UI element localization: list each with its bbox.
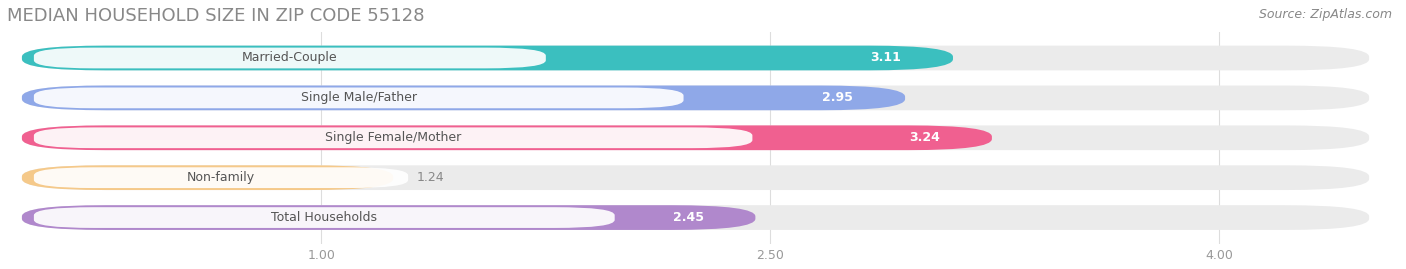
Text: Single Female/Mother: Single Female/Mother xyxy=(325,131,461,144)
FancyBboxPatch shape xyxy=(22,125,991,150)
FancyBboxPatch shape xyxy=(786,87,890,109)
Text: Source: ZipAtlas.com: Source: ZipAtlas.com xyxy=(1258,8,1392,21)
Text: Non-family: Non-family xyxy=(187,171,254,184)
FancyBboxPatch shape xyxy=(636,207,741,228)
Text: 1.24: 1.24 xyxy=(418,171,444,184)
FancyBboxPatch shape xyxy=(834,47,938,69)
Text: Total Households: Total Households xyxy=(271,211,377,224)
FancyBboxPatch shape xyxy=(22,86,1369,110)
FancyBboxPatch shape xyxy=(22,46,1369,70)
Text: 3.11: 3.11 xyxy=(870,51,901,65)
Text: 2.45: 2.45 xyxy=(672,211,703,224)
FancyBboxPatch shape xyxy=(34,87,683,108)
FancyBboxPatch shape xyxy=(34,128,752,148)
FancyBboxPatch shape xyxy=(22,165,1369,190)
Text: Single Male/Father: Single Male/Father xyxy=(301,91,416,104)
FancyBboxPatch shape xyxy=(34,48,546,68)
Text: Married-Couple: Married-Couple xyxy=(242,51,337,65)
Text: 3.24: 3.24 xyxy=(910,131,941,144)
FancyBboxPatch shape xyxy=(22,86,905,110)
FancyBboxPatch shape xyxy=(22,165,394,190)
Text: 2.95: 2.95 xyxy=(823,91,853,104)
FancyBboxPatch shape xyxy=(22,125,1369,150)
FancyBboxPatch shape xyxy=(34,207,614,228)
FancyBboxPatch shape xyxy=(22,205,1369,230)
Text: MEDIAN HOUSEHOLD SIZE IN ZIP CODE 55128: MEDIAN HOUSEHOLD SIZE IN ZIP CODE 55128 xyxy=(7,7,425,25)
FancyBboxPatch shape xyxy=(22,46,953,70)
FancyBboxPatch shape xyxy=(34,167,408,188)
FancyBboxPatch shape xyxy=(22,205,755,230)
FancyBboxPatch shape xyxy=(872,127,977,148)
